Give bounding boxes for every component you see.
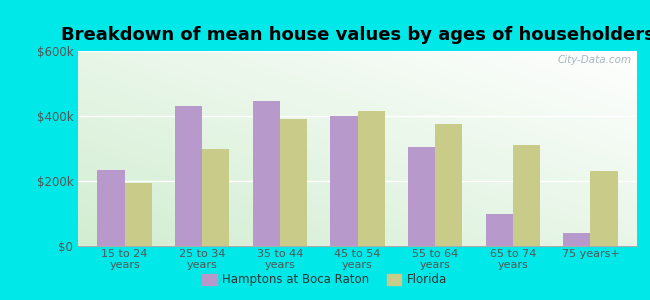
Title: Breakdown of mean house values by ages of householders: Breakdown of mean house values by ages o… xyxy=(60,26,650,44)
Bar xyxy=(202,148,229,246)
Bar xyxy=(280,119,307,246)
Bar xyxy=(175,106,202,246)
Text: City-Data.com: City-Data.com xyxy=(557,55,631,65)
Legend: Hamptons at Boca Raton, Florida: Hamptons at Boca Raton, Florida xyxy=(198,269,452,291)
Bar xyxy=(125,183,151,246)
Bar xyxy=(358,111,385,246)
Bar xyxy=(253,101,280,246)
Bar xyxy=(486,214,513,246)
Bar xyxy=(590,171,618,246)
Bar xyxy=(435,124,462,246)
Bar xyxy=(564,233,590,246)
Bar xyxy=(330,116,358,246)
Bar xyxy=(408,147,435,246)
Bar xyxy=(513,145,540,246)
Bar xyxy=(98,169,125,246)
